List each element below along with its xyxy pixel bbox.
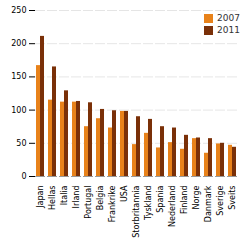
svg-text:Nederland: Nederland <box>168 186 177 227</box>
svg-text:Storbritannia: Storbritannia <box>132 185 141 237</box>
svg-text:Sverige: Sverige <box>216 185 225 215</box>
svg-text:Japan: Japan <box>36 186 45 209</box>
html-text:2011: 2011 <box>217 25 240 35</box>
svg-text:150: 150 <box>11 72 26 81</box>
svg-text:Frankrike: Frankrike <box>108 185 117 222</box>
svg-text:Finland: Finland <box>180 186 189 215</box>
svg-text:Portugal: Portugal <box>84 186 93 219</box>
html-text:2007: 2007 <box>217 13 240 23</box>
svg-text:0: 0 <box>21 172 26 181</box>
svg-text:50: 50 <box>16 139 26 148</box>
svg-text:100: 100 <box>11 106 26 115</box>
svg-text:Hellas: Hellas <box>48 186 57 210</box>
svg-text:USA: USA <box>120 185 129 202</box>
svg-text:Norge: Norge <box>192 185 201 209</box>
svg-text:Spania: Spania <box>156 185 165 212</box>
svg-text:250: 250 <box>11 6 26 15</box>
svg-text:Italia: Italia <box>60 185 69 205</box>
svg-text:200: 200 <box>11 39 26 48</box>
svg-text:Sveits: Sveits <box>228 186 237 210</box>
svg-text:Irland: Irland <box>72 186 81 209</box>
svg-text:Tyskland: Tyskland <box>144 186 153 221</box>
svg-text:Belgia: Belgia <box>96 185 105 210</box>
svg-text:Danmark: Danmark <box>204 185 213 222</box>
